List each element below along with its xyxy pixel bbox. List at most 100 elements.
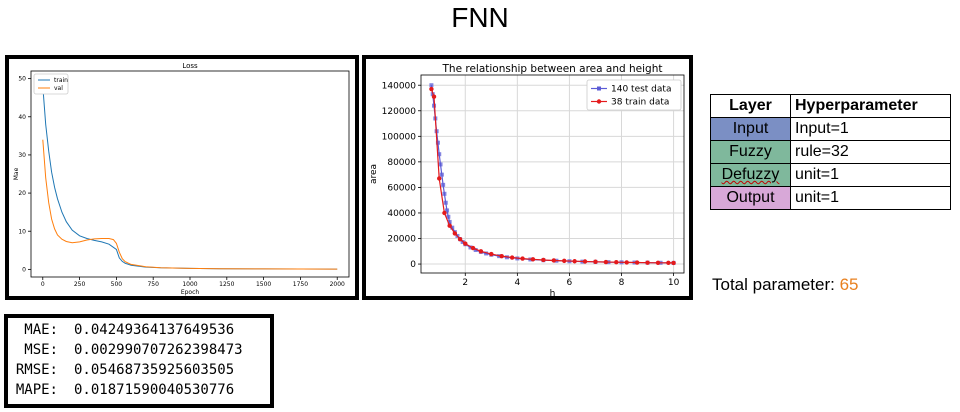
data-point <box>582 259 588 264</box>
legend-box <box>586 79 682 111</box>
table-row: Input Input=1 <box>710 117 951 141</box>
y-tick-label: 40000 <box>387 209 416 219</box>
series-line-1 <box>430 88 674 264</box>
data-point <box>614 260 619 265</box>
data-point <box>435 140 440 145</box>
data-point <box>443 200 448 205</box>
x-tick-label: 1750 <box>293 281 308 288</box>
y-tick-label: 40 <box>18 114 26 121</box>
data-point <box>499 253 504 259</box>
legend-label: val <box>54 85 63 92</box>
chart-title: Loss <box>182 62 198 70</box>
data-point <box>655 260 661 265</box>
value-cell-input: Input=1 <box>790 117 951 141</box>
y-tick-label: 140000 <box>382 81 417 91</box>
metric-row: MAE: 0.04249364137649536 <box>8 322 270 342</box>
y-tick-label: 100000 <box>382 132 417 142</box>
x-tick-label: 10 <box>668 278 680 288</box>
x-tick-label: 4 <box>514 278 520 288</box>
x-tick-label: 1250 <box>219 281 234 288</box>
data-point <box>446 214 451 219</box>
metric-label-mae: MAE: <box>24 322 58 338</box>
layer-cell-defuzzy: Defuzzy <box>710 163 791 187</box>
data-point <box>429 83 434 88</box>
layer-cell-input: Input <box>710 117 791 141</box>
value-cell-fuzzy: rule=32 <box>790 140 951 164</box>
data-point <box>551 258 557 263</box>
y-tick-label: 30 <box>18 152 26 159</box>
data-point <box>431 94 437 99</box>
data-point <box>671 260 676 266</box>
table-row: Fuzzy rule=32 <box>710 140 951 164</box>
data-point <box>437 176 442 181</box>
y-tick-label: 80000 <box>387 158 416 168</box>
data-point <box>645 260 650 265</box>
x-tick-label: 500 <box>111 281 123 288</box>
metric-value-mse: 0.002990707262398473 <box>74 342 243 358</box>
data-point <box>447 223 452 228</box>
x-tick-label: 750 <box>147 281 159 288</box>
x-tick-label: 250 <box>74 281 86 288</box>
x-tick-label: 8 <box>619 278 625 288</box>
data-point <box>634 260 640 265</box>
data-point <box>489 251 494 257</box>
data-point <box>520 256 525 261</box>
data-point <box>468 245 473 250</box>
data-point <box>445 208 450 213</box>
data-point <box>603 259 609 265</box>
layer-cell-output: Output <box>710 186 791 210</box>
defuzzy-label: Defuzzy <box>721 166 780 183</box>
metric-row: MAPE: 0.01871590040530776 <box>8 382 270 402</box>
legend-box <box>33 73 69 95</box>
chart-title: The relationship between area and height <box>442 63 663 75</box>
data-point <box>530 257 536 262</box>
data-point <box>593 259 598 264</box>
x-tick-label: 2000 <box>330 281 345 288</box>
data-point <box>452 231 458 236</box>
total-parameter: Total parameter: 65 <box>712 275 858 295</box>
metric-label-rmse: RMSE: <box>15 362 58 378</box>
y-tick-label: 20 <box>18 190 26 197</box>
data-point <box>438 162 443 167</box>
data-point <box>509 255 515 260</box>
series-line-0 <box>430 85 674 264</box>
data-point <box>624 260 629 265</box>
x-tick-label: 1000 <box>182 281 197 288</box>
series-line-0 <box>42 86 338 270</box>
hyperparameter-table: Layer Hyperparameter Input Input=1 Fuzzy… <box>710 94 951 210</box>
y-tick-label: 50 <box>18 76 26 83</box>
header-hyperparameter: Hyperparameter <box>790 94 951 118</box>
loss-chart: Loss 0 250 500 750 1000 1250 1500 1750 2000 0 10 20 3… <box>13 62 350 296</box>
legend-marker <box>596 99 602 104</box>
total-parameter-value: 65 <box>839 275 859 294</box>
data-point <box>484 251 489 256</box>
loss-chart-panel: Loss 0 250 500 750 1000 1250 1500 1750 2000 0 10 20 3… <box>5 55 359 300</box>
area-height-chart-panel: The relationship between area and height… <box>362 55 693 300</box>
data-point <box>572 259 577 264</box>
data-point <box>437 152 442 157</box>
legend-label: 38 train data <box>611 98 669 108</box>
x-axis-label: Epoch <box>181 289 200 296</box>
data-point <box>429 86 434 92</box>
metrics-panel: MAE: 0.04249364137649536 MSE: 0.0029907072… <box>4 314 274 408</box>
header-layer: Layer <box>710 94 791 118</box>
data-point <box>470 245 476 251</box>
data-point <box>478 249 484 254</box>
x-tick-label: 2 <box>462 278 468 288</box>
x-axis-label: h <box>550 289 556 296</box>
metric-value-mape: 0.01871590040530776 <box>74 382 235 398</box>
y-tick-label: 10 <box>18 228 26 235</box>
x-tick-label: 0 <box>41 281 45 288</box>
legend-marker <box>597 86 601 91</box>
metric-label-mape: MAPE: <box>15 382 58 398</box>
data-point <box>442 191 447 196</box>
data-point <box>541 257 546 263</box>
data-point <box>439 172 444 177</box>
data-point <box>666 260 671 266</box>
legend-label: 140 test data <box>611 85 671 95</box>
table-row: Output unit=1 <box>710 186 951 210</box>
legend-label: train <box>54 77 68 84</box>
plot-frame <box>420 74 685 274</box>
metric-value-mae: 0.04249364137649536 <box>74 322 235 338</box>
x-tick-label: 6 <box>567 278 573 288</box>
